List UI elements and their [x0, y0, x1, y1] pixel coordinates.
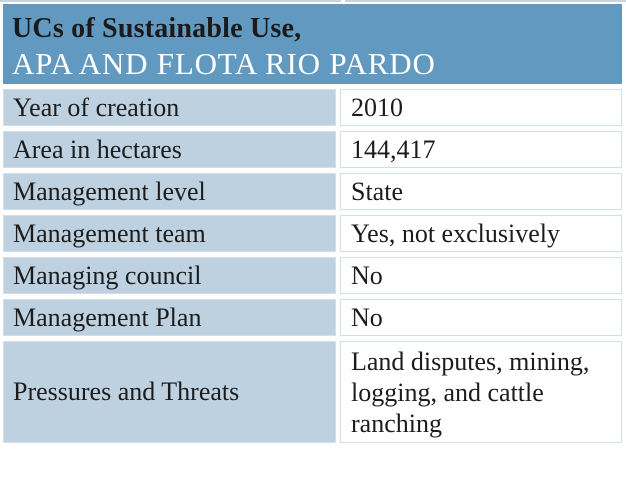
top-divider-line-left	[0, 0, 341, 2]
top-divider-line-right	[345, 0, 626, 2]
row-label-management-level: Management level	[3, 173, 336, 210]
row-label-management-plan: Management Plan	[3, 299, 336, 336]
row-value-management-team: Yes, not exclusively	[340, 215, 622, 252]
table-title-line2: APA AND FLOTA RIO PARDO	[12, 46, 436, 81]
table-title-line1: UCs of Sustainable Use,	[12, 13, 302, 44]
row-label-managing-council: Managing council	[3, 257, 336, 294]
row-value-managing-council: No	[340, 257, 622, 294]
row-value-management-plan: No	[340, 299, 622, 336]
row-label-year-of-creation: Year of creation	[3, 89, 336, 126]
row-label-area-in-hectares: Area in hectares	[3, 131, 336, 168]
table-header: UCs of Sustainable Use, APA AND FLOTA RI…	[3, 4, 622, 84]
row-value-management-level: State	[340, 173, 622, 210]
row-label-management-team: Management team	[3, 215, 336, 252]
row-value-pressures-and-threats: Land disputes, mining, logging, and catt…	[340, 341, 622, 443]
uc-info-table: UCs of Sustainable Use, APA AND FLOTA RI…	[3, 4, 622, 443]
row-value-year-of-creation: 2010	[340, 89, 622, 126]
row-label-pressures-and-threats: Pressures and Threats	[3, 341, 336, 443]
row-value-area-in-hectares: 144,417	[340, 131, 622, 168]
